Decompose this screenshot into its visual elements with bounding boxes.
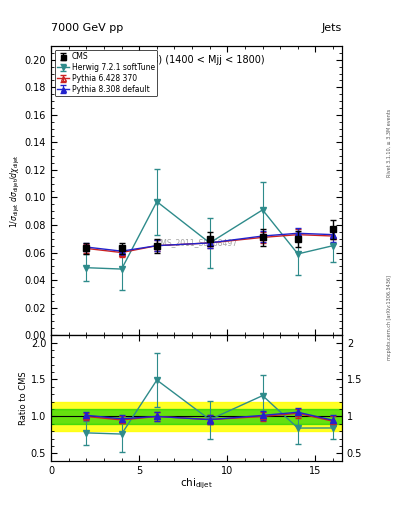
Text: Rivet 3.1.10, ≥ 3.3M events: Rivet 3.1.10, ≥ 3.3M events xyxy=(387,109,392,178)
Text: CMS_2011_S8968497: CMS_2011_S8968497 xyxy=(156,238,237,247)
Text: χ (jets) (1400 < Mjj < 1800): χ (jets) (1400 < Mjj < 1800) xyxy=(128,55,265,65)
Legend: CMS, Herwig 7.2.1 softTune, Pythia 6.428 370, Pythia 8.308 default: CMS, Herwig 7.2.1 softTune, Pythia 6.428… xyxy=(55,50,157,96)
Text: Jets: Jets xyxy=(321,23,342,33)
X-axis label: chi$_\mathrm{dijet}$: chi$_\mathrm{dijet}$ xyxy=(180,477,213,492)
Text: 7000 GeV pp: 7000 GeV pp xyxy=(51,23,123,33)
Y-axis label: Ratio to CMS: Ratio to CMS xyxy=(19,371,28,425)
Y-axis label: $1/\sigma_\mathrm{dijet}\ d\sigma_\mathrm{dijet}/d\chi_\mathrm{dijet}$: $1/\sigma_\mathrm{dijet}\ d\sigma_\mathr… xyxy=(9,154,22,227)
Text: mcplots.cern.ch [arXiv:1306.3436]: mcplots.cern.ch [arXiv:1306.3436] xyxy=(387,275,392,360)
